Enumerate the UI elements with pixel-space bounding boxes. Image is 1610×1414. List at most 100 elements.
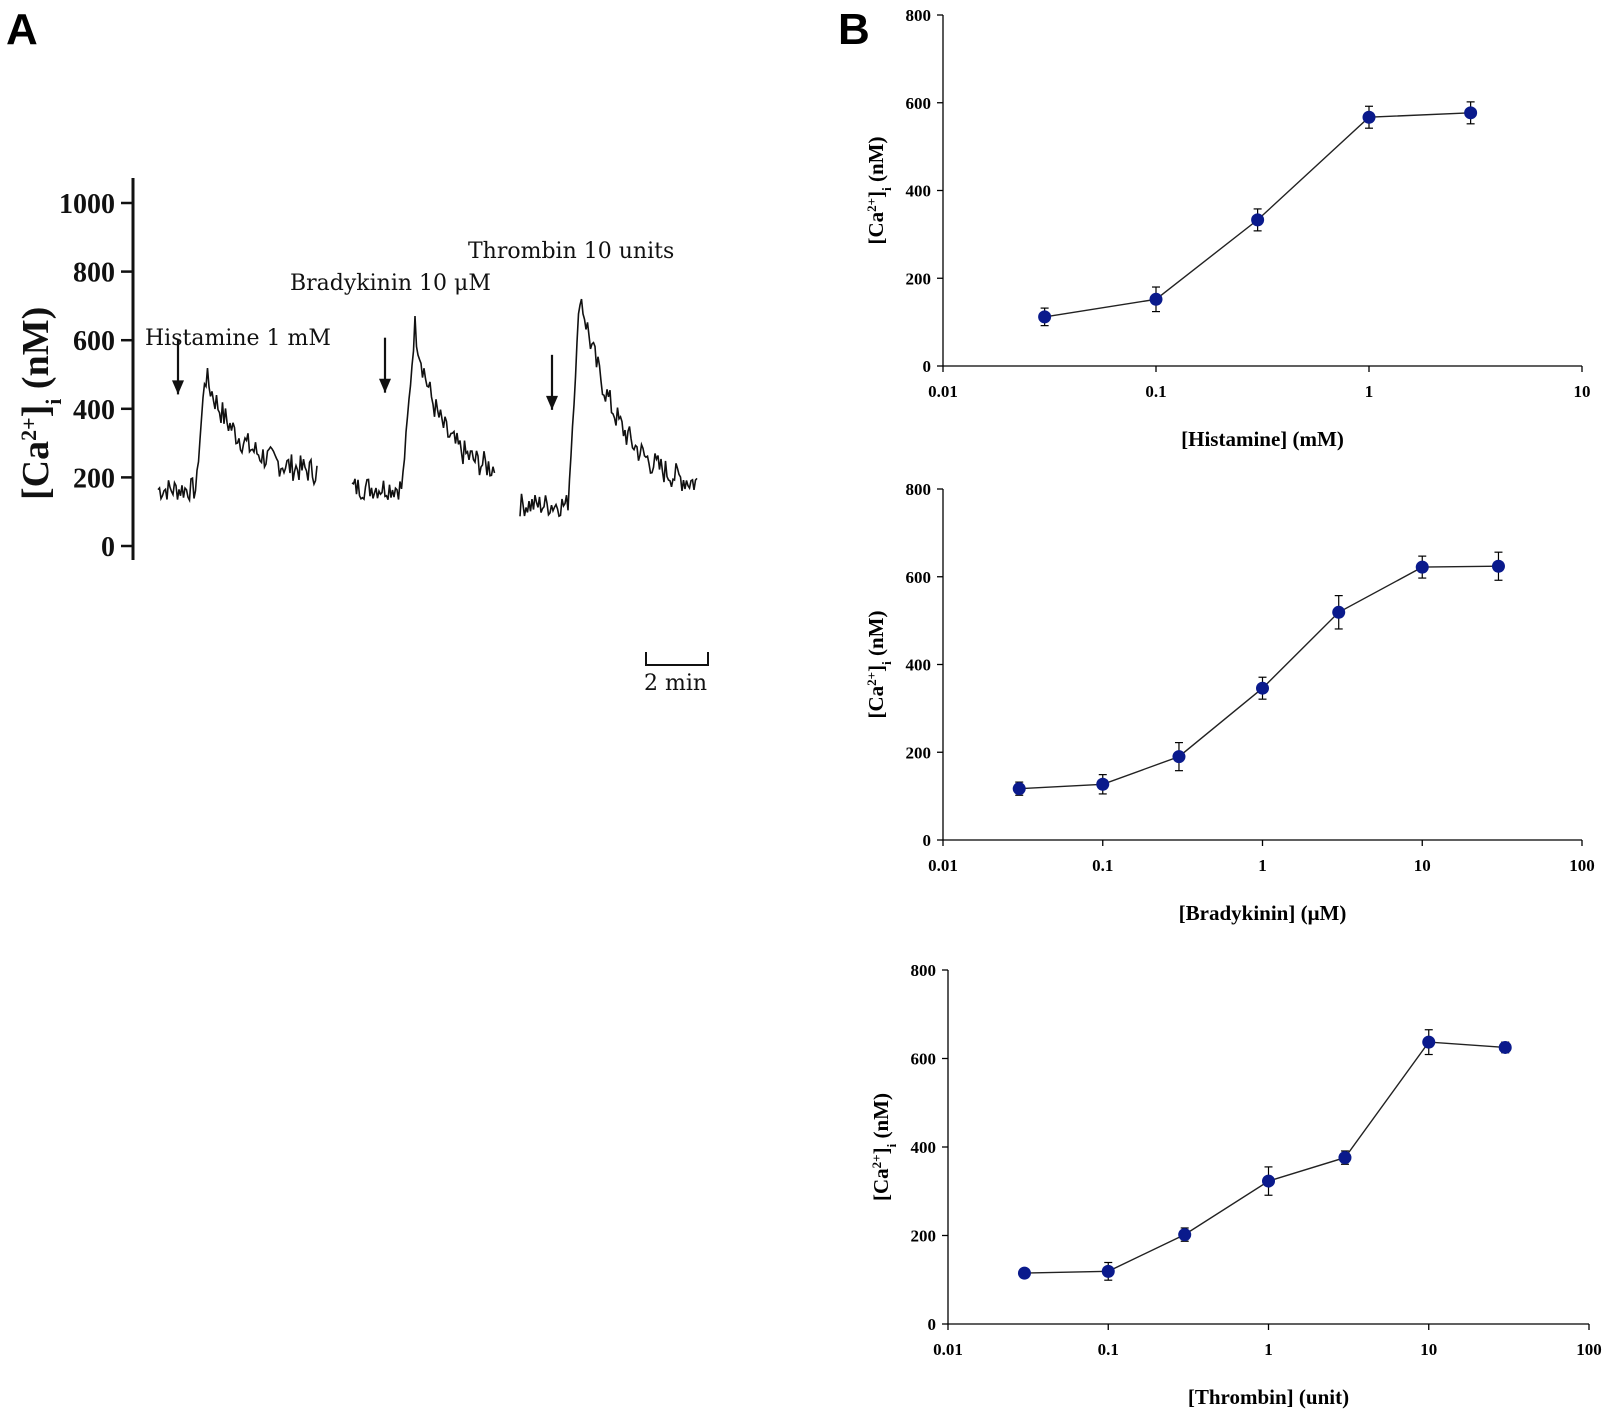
- stimulus-label: Bradykinin 10 μM: [290, 271, 491, 296]
- y-axis-label-part: [Ca: [864, 211, 888, 244]
- y-tick-label: 400: [906, 656, 932, 675]
- y-axis-label-part: ]: [864, 191, 888, 198]
- y-tick-label: 200: [911, 1227, 937, 1246]
- y-axis-label-part: [Ca: [869, 1168, 893, 1201]
- y-tick-label: 0: [923, 831, 932, 850]
- scale-bar-label: 2 min: [644, 671, 707, 696]
- x-tick-label: 1: [1258, 856, 1267, 875]
- data-point: [1464, 106, 1478, 120]
- y-axis-label-part: ]: [864, 665, 888, 672]
- x-tick-label: 0.1: [1092, 856, 1113, 875]
- y-axis-label: [Ca2+]i (nM): [864, 611, 894, 719]
- data-point: [1012, 782, 1026, 796]
- dose-response-chart-2: 0 200 400 600 800 0.01 0.1 1 10 100 [Bradykinin] (…: [864, 480, 1595, 925]
- y-tick-label: 600: [906, 94, 932, 113]
- x-tick-label: 1: [1365, 382, 1374, 401]
- y-axis-label-part: (nM): [864, 137, 888, 188]
- panel-label-a: A: [6, 5, 38, 54]
- x-tick-label: 0.01: [928, 856, 958, 875]
- stimulus-label: Thrombin 10 units: [468, 239, 674, 264]
- data-point: [1262, 1174, 1275, 1188]
- y-axis-label-part: 2+: [869, 1154, 884, 1168]
- x-tick-label: 100: [1569, 856, 1595, 875]
- y-axis-label-part: 2+: [864, 672, 879, 686]
- y-axis-label-part: i: [879, 187, 894, 191]
- y-tick-label: 800: [911, 961, 937, 980]
- trace-y-tick-label: 800: [73, 258, 115, 289]
- x-tick-label: 1: [1264, 1340, 1273, 1359]
- trace-y-axis-label: [Ca2+]i (nM): [15, 307, 66, 500]
- trace-y-tick-label: 400: [73, 395, 115, 426]
- x-axis-label: [Thrombin] (unit): [1188, 1385, 1349, 1409]
- series-line: [1024, 1041, 1506, 1274]
- y-axis-label: [Ca2+]i (nM): [864, 137, 894, 245]
- x-tick-label: 0.01: [928, 382, 958, 401]
- trace-y-tick-label: 0: [101, 532, 115, 563]
- y-axis-label-part: 2+: [864, 198, 879, 212]
- trace-response-2: [351, 315, 496, 501]
- data-point: [1096, 777, 1110, 791]
- y-axis-label-part: (nM): [864, 611, 888, 662]
- y-axis-label-part: i: [884, 1143, 899, 1147]
- x-tick-label: 0.1: [1145, 382, 1166, 401]
- y-tick-label: 800: [906, 6, 932, 25]
- x-tick-label: 10: [1414, 856, 1431, 875]
- data-point: [1498, 1040, 1512, 1054]
- dose-response-chart-1: 0 200 400 600 800 0.01 0.1 1 10 [Histamine] (mM) […: [864, 6, 1591, 451]
- trace-ylabel-main: [Ca: [15, 441, 57, 500]
- y-tick-label: 200: [906, 269, 932, 288]
- y-tick-label: 0: [923, 357, 932, 376]
- y-axis-label-part: (nM): [869, 1093, 893, 1144]
- data-point: [1101, 1264, 1115, 1278]
- x-tick-label: 100: [1576, 1340, 1602, 1359]
- y-tick-label: 400: [911, 1138, 937, 1157]
- trace-ylabel-close: ]: [15, 405, 57, 418]
- y-tick-label: 600: [906, 568, 932, 587]
- data-point: [1491, 559, 1505, 573]
- stimulus-label: Histamine 1 mM: [145, 326, 331, 351]
- trace-y-tick-label: 200: [73, 463, 115, 494]
- data-point: [1332, 605, 1346, 619]
- data-point: [1256, 681, 1269, 695]
- y-tick-label: 600: [911, 1050, 937, 1069]
- trace-response-1: [157, 368, 318, 504]
- data-point: [1415, 560, 1429, 574]
- panel-label-b: B: [838, 5, 870, 54]
- data-point: [1172, 750, 1186, 764]
- y-axis-label: [Ca2+]i (nM): [869, 1093, 899, 1201]
- scale-bar-line: [645, 652, 709, 666]
- data-point: [1149, 292, 1163, 306]
- x-axis-label: [Bradykinin] (μM): [1179, 901, 1347, 925]
- x-tick-label: 10: [1420, 1340, 1437, 1359]
- y-axis-label-part: i: [879, 661, 894, 665]
- trace-response-3: [519, 298, 698, 518]
- time-scale-bar: 2 min: [644, 652, 709, 696]
- trace-ylabel-sup: 2+: [16, 417, 41, 441]
- x-tick-label: 0.1: [1098, 1340, 1119, 1359]
- data-point: [1038, 310, 1052, 324]
- stimulus-arrow-head: [172, 380, 184, 395]
- data-point: [1017, 1266, 1031, 1280]
- data-point: [1338, 1151, 1352, 1165]
- y-axis-label-part: ]: [869, 1147, 893, 1154]
- x-tick-label: 0.01: [933, 1340, 963, 1359]
- trace-y-tick-label: 1000: [59, 189, 115, 220]
- dose-response-chart-3: 0 200 400 600 800 0.01 0.1 1 10 100 [Thrombin] (un…: [869, 961, 1602, 1409]
- y-tick-label: 800: [906, 480, 932, 499]
- x-tick-label: 10: [1574, 382, 1591, 401]
- y-tick-label: 200: [906, 743, 932, 762]
- stimulus-arrow-head: [379, 378, 391, 393]
- data-point: [1362, 110, 1376, 124]
- data-point: [1178, 1228, 1192, 1242]
- trace-ylabel-unit: (nM): [15, 307, 57, 399]
- data-point: [1422, 1035, 1436, 1049]
- calcium-trace-panel: [Ca2+]i (nM) 0 200 400 600 800 1000 Histamine…: [15, 178, 709, 696]
- y-tick-label: 400: [906, 182, 932, 201]
- stimulus-arrow-head: [546, 395, 558, 410]
- trace-y-tick-label: 600: [73, 326, 115, 357]
- trace-ylabel-sub: i: [41, 399, 66, 405]
- y-tick-label: 0: [928, 1315, 937, 1334]
- y-axis-label-part: [Ca: [864, 685, 888, 718]
- data-point: [1251, 213, 1265, 227]
